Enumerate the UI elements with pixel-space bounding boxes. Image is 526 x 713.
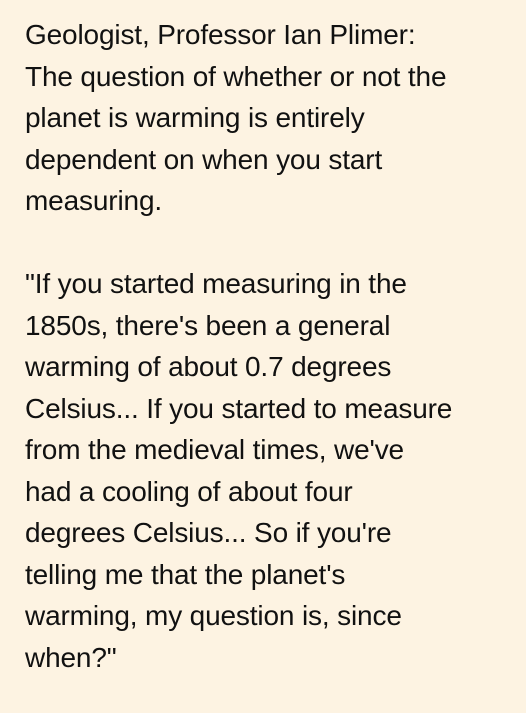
text-line: degrees Celsius... So if you're: [25, 517, 392, 548]
text-line: measuring.: [25, 185, 163, 216]
paragraph-gap: [25, 222, 520, 264]
text-line: telling me that the planet's: [25, 558, 346, 590]
text-line: had a cooling of about four: [25, 475, 353, 507]
text-line: from the medieval times, we've: [25, 434, 404, 465]
text-line: warming of about 0.7 degrees: [25, 351, 392, 382]
text-line: Celsius... If you started to measure: [25, 392, 453, 424]
text-line: "If you started measuring in the: [25, 268, 407, 299]
text-line: dependent on when you start: [25, 143, 383, 175]
text-line: planet is warming is entirely: [25, 102, 365, 133]
quote-paragraph: "If you started measuring in the 1850s, …: [25, 263, 520, 678]
text-line: 1850s, there's been a general: [25, 309, 391, 341]
intro-paragraph: Geologist, Professor Ian Plimer: The que…: [25, 14, 520, 222]
note-text: Geologist, Professor Ian Plimer: The que…: [25, 14, 520, 678]
text-line: when?": [25, 641, 117, 673]
text-line: warming, my question is, since: [25, 600, 402, 631]
text-line: Geologist, Professor Ian Plimer:: [25, 19, 416, 50]
text-line: The question of whether or not the: [25, 60, 447, 92]
